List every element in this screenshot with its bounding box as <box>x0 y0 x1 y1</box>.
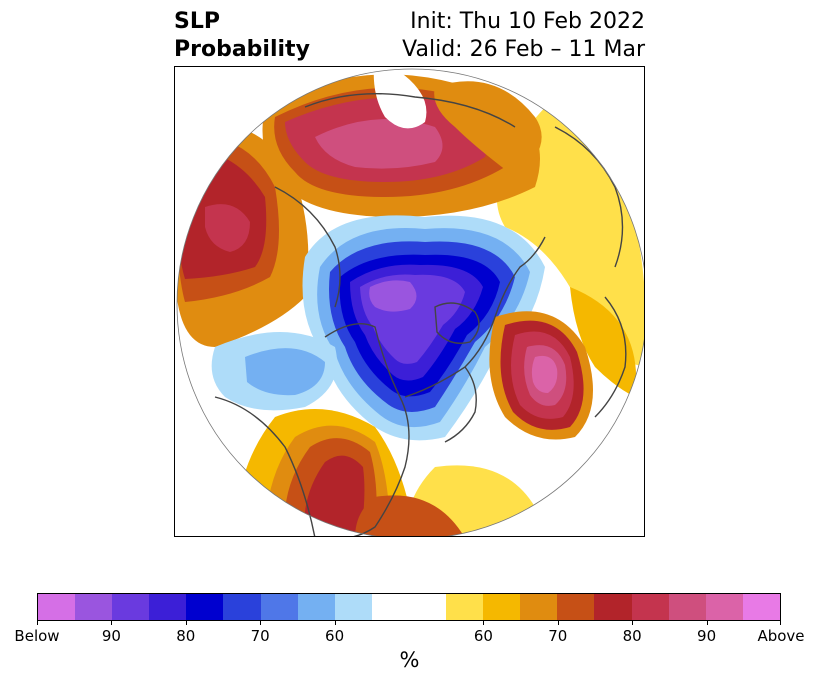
colorbar-swatch <box>149 594 187 620</box>
colorbar <box>37 593 781 621</box>
colorbar-swatch <box>557 594 595 620</box>
colorbar-swatch <box>520 594 558 620</box>
map-panel <box>174 66 645 537</box>
colorbar-tick-label: Above <box>757 627 805 645</box>
colorbar-tick-label: 70 <box>548 627 568 645</box>
colorbar-tick-label: 80 <box>176 627 196 645</box>
colorbar-swatch <box>75 594 113 620</box>
colorbar-tick <box>557 620 559 625</box>
colorbar-tick <box>111 620 113 625</box>
colorbar-tick-label: 90 <box>101 627 121 645</box>
colorbar-swatch <box>371 594 409 620</box>
colorbar-tick-label: 70 <box>250 627 270 645</box>
colorbar-swatch <box>594 594 632 620</box>
colorbar-tick <box>185 620 187 625</box>
colorbar-tick-label: 80 <box>622 627 642 645</box>
colorbar-tick <box>260 620 262 625</box>
colorbar-tick <box>780 620 781 625</box>
colorbar-swatch <box>297 594 335 620</box>
colorbar-swatch <box>668 594 706 620</box>
colorbar-swatch <box>186 594 224 620</box>
colorbar-swatch <box>112 594 150 620</box>
title-variable: SLP <box>174 9 220 34</box>
chart-title: SLP Probability <box>174 8 310 64</box>
colorbar-tickmarks <box>37 620 781 626</box>
forecast-info: Init: Thu 10 Feb 2022 Valid: 26 Feb – 11… <box>402 8 645 64</box>
colorbar-swatch <box>260 594 298 620</box>
colorbar-swatch <box>38 594 76 620</box>
colorbar-tick <box>706 620 708 625</box>
colorbar-tick <box>37 620 38 625</box>
colorbar-tick-labels: Below 90 80 70 60 60 70 80 90 Above <box>14 626 804 646</box>
coastlines <box>214 92 627 536</box>
probability-map <box>176 68 644 536</box>
colorbar-tick-label: 60 <box>325 627 345 645</box>
colorbar-swatch <box>483 594 521 620</box>
colorbar-unit: % <box>399 648 420 672</box>
valid-range: Valid: 26 Feb – 11 Mar <box>402 37 645 62</box>
init-date: Init: Thu 10 Feb 2022 <box>410 9 645 34</box>
colorbar-tick <box>334 620 336 625</box>
colorbar-tick-label: 90 <box>697 627 717 645</box>
probability-fields <box>177 69 644 536</box>
colorbar-swatch <box>705 594 743 620</box>
map-boundary <box>176 68 644 536</box>
colorbar-tick <box>632 620 634 625</box>
title-type: Probability <box>174 37 310 62</box>
colorbar-tick <box>483 620 485 625</box>
colorbar-swatch <box>408 594 447 620</box>
colorbar-swatch <box>631 594 669 620</box>
colorbar-swatch <box>446 594 484 620</box>
colorbar-tick-label: Below <box>14 627 60 645</box>
colorbar-swatch <box>334 594 372 620</box>
colorbar-swatch <box>223 594 261 620</box>
colorbar-swatch <box>742 594 780 620</box>
colorbar-tick-label: 60 <box>473 627 493 645</box>
